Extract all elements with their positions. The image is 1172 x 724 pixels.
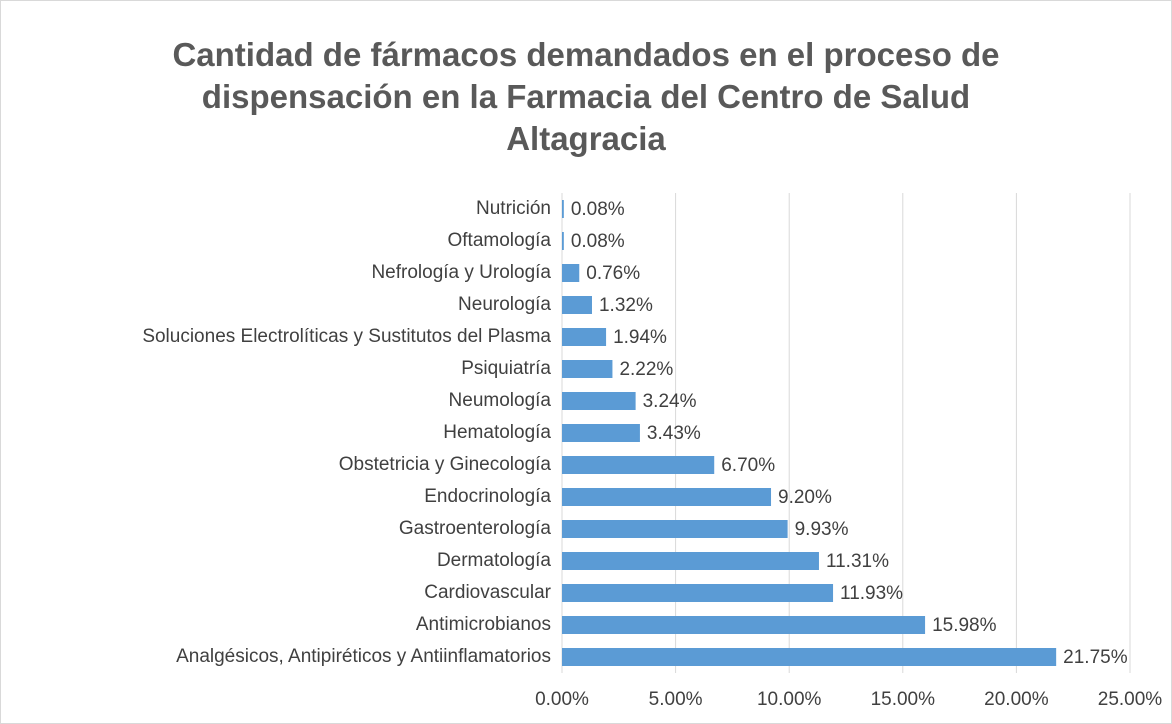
bar [562,360,613,378]
bar [562,424,640,442]
y-tick-label: Oftamología [448,230,552,251]
data-label: 9.20% [778,487,832,508]
x-tick-label: 0.00% [535,689,589,710]
bar [562,648,1057,666]
bar [562,456,715,474]
data-label: 11.93% [840,583,903,604]
bar [562,392,636,410]
bar [562,552,819,570]
y-tick-label: Nutrición [476,198,551,219]
y-tick-label: Analgésicos, Antipiréticos y Antiinflama… [176,646,551,667]
data-label: 1.94% [613,327,667,348]
y-tick-label: Antimicrobianos [416,614,551,635]
y-tick-label: Nefrología y Urología [371,262,551,283]
bar [562,488,772,506]
x-tick-label: 10.00% [757,689,822,710]
x-tick-label: 25.00% [1098,689,1163,710]
data-label: 15.98% [932,615,997,636]
x-tick-label: 15.00% [871,689,936,710]
y-tick-label: Endocrinología [424,486,551,507]
bar [562,328,607,346]
y-tick-label: Dermatología [437,550,551,571]
y-tick-label: Psiquiatría [461,358,551,379]
y-tick-label: Soluciones Electrolíticas y Sustitutos d… [142,326,551,347]
bar [562,296,592,314]
bar [562,232,564,250]
y-tick-label: Cardiovascular [424,582,551,603]
data-label: 6.70% [721,455,775,476]
data-label: 2.22% [619,359,673,380]
y-tick-label: Neurología [458,294,551,315]
bar [562,584,834,602]
data-label: 3.43% [647,423,701,444]
data-label: 3.24% [643,391,697,412]
y-tick-label: Neumología [449,390,552,411]
data-label: 0.08% [571,231,625,252]
y-tick-label: Obstetricia y Ginecología [339,454,552,475]
chart-title: Cantidad de fármacos demandados en el pr… [172,36,1000,157]
data-label: 11.31% [826,551,889,572]
bar [562,200,564,218]
data-label: 0.08% [571,199,625,220]
y-tick-label: Hematología [443,422,551,443]
bar [562,520,788,538]
bar [562,264,580,282]
data-label: 21.75% [1063,647,1128,668]
data-label: 9.93% [795,519,849,540]
bar [562,616,926,634]
data-label: 1.32% [599,295,653,316]
x-tick-label: 20.00% [984,689,1049,710]
x-tick-label: 5.00% [649,689,703,710]
y-tick-label: Gastroenterología [399,518,552,539]
data-label: 0.76% [586,263,640,284]
